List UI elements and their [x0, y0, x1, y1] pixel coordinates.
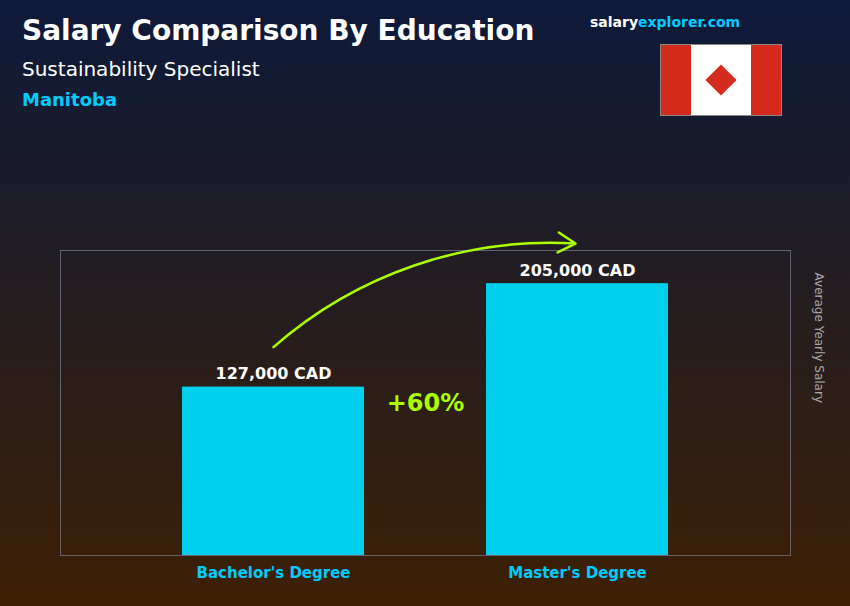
svg-text:+60%: +60% — [387, 389, 465, 417]
html-text:Sustainability Specialist: Sustainability Specialist — [22, 57, 260, 81]
svg-text:127,000 CAD: 127,000 CAD — [216, 364, 332, 383]
svg-text:Average Yearly Salary: Average Yearly Salary — [812, 273, 826, 403]
svg-text:Bachelor's Degree: Bachelor's Degree — [197, 564, 351, 582]
html-text:Manitoba: Manitoba — [22, 89, 117, 110]
html-text:Salary Comparison By Education: Salary Comparison By Education — [22, 14, 535, 47]
svg-text:205,000 CAD: 205,000 CAD — [520, 261, 636, 280]
svg-text:Master's Degree: Master's Degree — [508, 564, 647, 582]
html-text:salary explorer.com: salary explorer.com — [590, 14, 741, 30]
